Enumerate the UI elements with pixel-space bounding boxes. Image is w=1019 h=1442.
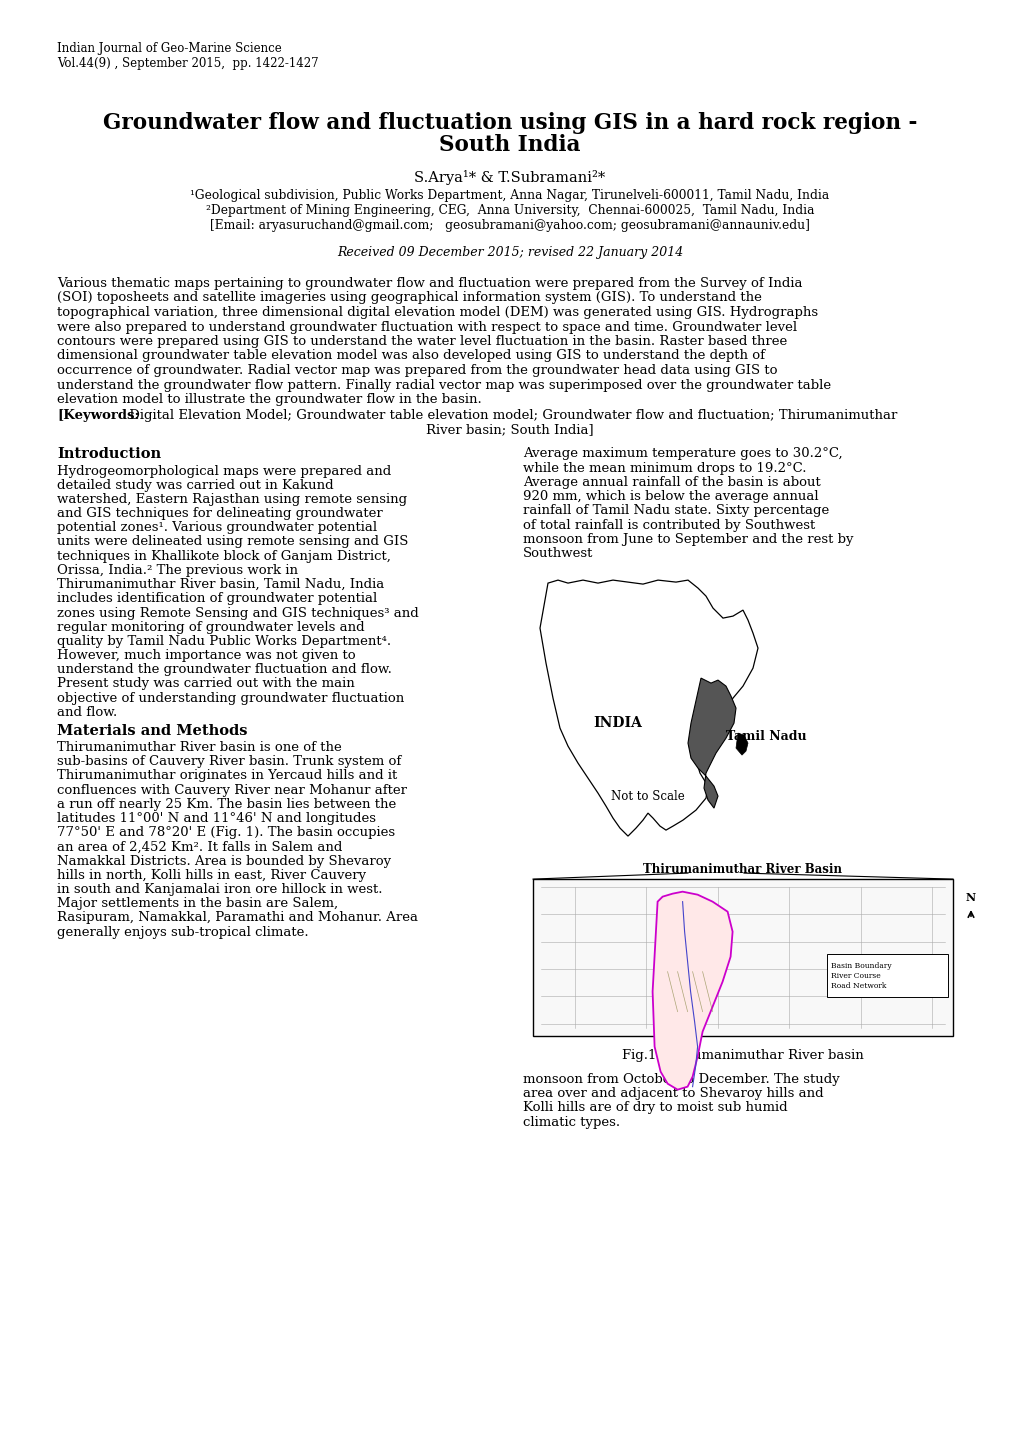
Text: objective of understanding groundwater fluctuation: objective of understanding groundwater f… xyxy=(57,692,404,705)
Text: Average annual rainfall of the basin is about: Average annual rainfall of the basin is … xyxy=(523,476,820,489)
Text: regular monitoring of groundwater levels and: regular monitoring of groundwater levels… xyxy=(57,620,364,633)
Text: Basin Boundary: Basin Boundary xyxy=(830,962,891,970)
Text: in south and Kanjamalai iron ore hillock in west.: in south and Kanjamalai iron ore hillock… xyxy=(57,883,382,895)
Text: Thirumanimuthar River basin, Tamil Nadu, India: Thirumanimuthar River basin, Tamil Nadu,… xyxy=(57,578,384,591)
Text: Materials and Methods: Materials and Methods xyxy=(57,724,248,738)
Polygon shape xyxy=(652,891,732,1090)
Text: quality by Tamil Nadu Public Works Department⁴.: quality by Tamil Nadu Public Works Depar… xyxy=(57,634,390,647)
Text: Digital Elevation Model; Groundwater table elevation model; Groundwater flow and: Digital Elevation Model; Groundwater tab… xyxy=(125,408,897,421)
Text: units were delineated using remote sensing and GIS: units were delineated using remote sensi… xyxy=(57,535,408,548)
Text: Rasipuram, Namakkal, Paramathi and Mohanur. Area: Rasipuram, Namakkal, Paramathi and Mohan… xyxy=(57,911,418,924)
Text: Average maximum temperature goes to 30.2°C,: Average maximum temperature goes to 30.2… xyxy=(523,447,842,460)
Text: dimensional groundwater table elevation model was also developed using GIS to un: dimensional groundwater table elevation … xyxy=(57,349,764,362)
Text: and GIS techniques for delineating groundwater: and GIS techniques for delineating groun… xyxy=(57,508,382,521)
Text: detailed study was carried out in Kakund: detailed study was carried out in Kakund xyxy=(57,479,333,492)
Text: Introduction: Introduction xyxy=(57,447,161,461)
Text: hills in north, Kolli hills in east, River Cauvery: hills in north, Kolli hills in east, Riv… xyxy=(57,870,366,883)
Text: and flow.: and flow. xyxy=(57,707,117,720)
Text: confluences with Cauvery River near Mohanur after: confluences with Cauvery River near Moha… xyxy=(57,783,407,796)
Text: Namakkal Districts. Area is bounded by Shevaroy: Namakkal Districts. Area is bounded by S… xyxy=(57,855,390,868)
Text: techniques in Khallikote block of Ganjam District,: techniques in Khallikote block of Ganjam… xyxy=(57,549,390,562)
Text: rainfall of Tamil Nadu state. Sixty percentage: rainfall of Tamil Nadu state. Sixty perc… xyxy=(523,505,828,518)
Text: N: N xyxy=(965,893,975,903)
Text: 920 mm, which is below the average annual: 920 mm, which is below the average annua… xyxy=(523,490,818,503)
Text: S.Arya¹* & T.Subramani²*: S.Arya¹* & T.Subramani²* xyxy=(414,170,605,185)
Text: area over and adjacent to Shevaroy hills and: area over and adjacent to Shevaroy hills… xyxy=(523,1087,822,1100)
Text: Tamil Nadu: Tamil Nadu xyxy=(726,730,806,743)
Text: ²Department of Mining Engineering, CEG,  Anna University,  Chennai-600025,  Tami: ²Department of Mining Engineering, CEG, … xyxy=(206,203,813,216)
Text: Road Network: Road Network xyxy=(830,982,886,991)
Text: Hydrogeomorphological maps were prepared and: Hydrogeomorphological maps were prepared… xyxy=(57,464,391,477)
Text: Present study was carried out with the main: Present study was carried out with the m… xyxy=(57,678,355,691)
Bar xyxy=(533,880,952,1037)
Text: Indian Journal of Geo-Marine Science: Indian Journal of Geo-Marine Science xyxy=(57,42,281,55)
Text: were also prepared to understand groundwater fluctuation with respect to space a: were also prepared to understand groundw… xyxy=(57,320,796,333)
Text: understand the groundwater flow pattern. Finally radial vector map was superimpo: understand the groundwater flow pattern.… xyxy=(57,378,830,391)
Text: Not to Scale: Not to Scale xyxy=(610,790,684,803)
Text: includes identification of groundwater potential: includes identification of groundwater p… xyxy=(57,593,377,606)
Text: Orissa, India.² The previous work in: Orissa, India.² The previous work in xyxy=(57,564,298,577)
Text: generally enjoys sub-tropical climate.: generally enjoys sub-tropical climate. xyxy=(57,926,309,939)
Text: Major settlements in the basin are Salem,: Major settlements in the basin are Salem… xyxy=(57,897,337,910)
Text: occurrence of groundwater. Radial vector map was prepared from the groundwater h: occurrence of groundwater. Radial vector… xyxy=(57,363,776,376)
Text: sub-basins of Cauvery River basin. Trunk system of: sub-basins of Cauvery River basin. Trunk… xyxy=(57,756,400,769)
Text: while the mean minimum drops to 19.2°C.: while the mean minimum drops to 19.2°C. xyxy=(523,461,806,474)
Text: Fig.1- Thirumanimuthar River basin: Fig.1- Thirumanimuthar River basin xyxy=(622,1050,863,1063)
Polygon shape xyxy=(688,678,736,808)
Text: 77°50' E and 78°20' E (Fig. 1). The basin occupies: 77°50' E and 78°20' E (Fig. 1). The basi… xyxy=(57,826,394,839)
Text: watershed, Eastern Rajasthan using remote sensing: watershed, Eastern Rajasthan using remot… xyxy=(57,493,407,506)
Text: monsoon from October to December. The study: monsoon from October to December. The st… xyxy=(523,1073,839,1086)
Text: Received 09 December 2015; revised 22 January 2014: Received 09 December 2015; revised 22 Ja… xyxy=(336,247,683,260)
Text: River Course: River Course xyxy=(830,972,879,981)
Text: [Email: aryasuruchand@gmail.com;   geosubramani@yahoo.com; geosubramani@annauniv: [Email: aryasuruchand@gmail.com; geosubr… xyxy=(210,219,809,232)
Text: of total rainfall is contributed by Southwest: of total rainfall is contributed by Sout… xyxy=(523,519,814,532)
Polygon shape xyxy=(539,580,757,836)
Text: [Keywords:: [Keywords: xyxy=(57,408,140,421)
Text: monsoon from June to September and the rest by: monsoon from June to September and the r… xyxy=(523,532,853,545)
Text: However, much importance was not given to: However, much importance was not given t… xyxy=(57,649,356,662)
Text: potential zones¹. Various groundwater potential: potential zones¹. Various groundwater po… xyxy=(57,522,377,535)
Text: Groundwater flow and fluctuation using GIS in a hard rock region -: Groundwater flow and fluctuation using G… xyxy=(103,112,916,134)
Text: Thirumanimuthar originates in Yercaud hills and it: Thirumanimuthar originates in Yercaud hi… xyxy=(57,770,396,783)
Text: zones using Remote Sensing and GIS techniques³ and: zones using Remote Sensing and GIS techn… xyxy=(57,607,419,620)
Text: Vol.44(9) , September 2015,  pp. 1422-1427: Vol.44(9) , September 2015, pp. 1422-142… xyxy=(57,58,318,71)
Text: climatic types.: climatic types. xyxy=(523,1116,620,1129)
Bar xyxy=(826,955,947,996)
Text: South India: South India xyxy=(439,134,580,156)
Text: topographical variation, three dimensional digital elevation model (DEM) was gen: topographical variation, three dimension… xyxy=(57,306,817,319)
Text: a run off nearly 25 Km. The basin lies between the: a run off nearly 25 Km. The basin lies b… xyxy=(57,797,395,810)
Text: understand the groundwater fluctuation and flow.: understand the groundwater fluctuation a… xyxy=(57,663,391,676)
Text: Southwest: Southwest xyxy=(523,547,593,559)
Polygon shape xyxy=(736,733,747,756)
Text: (SOI) toposheets and satellite imageries using geographical information system (: (SOI) toposheets and satellite imageries… xyxy=(57,291,761,304)
Text: contours were prepared using GIS to understand the water level fluctuation in th: contours were prepared using GIS to unde… xyxy=(57,335,787,348)
Text: Thirumanimuthar River Basin: Thirumanimuthar River Basin xyxy=(643,864,842,877)
Text: Kolli hills are of dry to moist sub humid: Kolli hills are of dry to moist sub humi… xyxy=(523,1102,787,1115)
Text: Various thematic maps pertaining to groundwater flow and fluctuation were prepar: Various thematic maps pertaining to grou… xyxy=(57,277,802,290)
Text: Thirumanimuthar River basin is one of the: Thirumanimuthar River basin is one of th… xyxy=(57,741,341,754)
Text: ¹Geological subdivision, Public Works Department, Anna Nagar, Tirunelveli-600011: ¹Geological subdivision, Public Works De… xyxy=(191,189,828,202)
Text: elevation model to illustrate the groundwater flow in the basin.: elevation model to illustrate the ground… xyxy=(57,394,481,407)
Text: INDIA: INDIA xyxy=(592,717,641,730)
Text: an area of 2,452 Km². It falls in Salem and: an area of 2,452 Km². It falls in Salem … xyxy=(57,841,342,854)
Text: River basin; South India]: River basin; South India] xyxy=(426,423,593,435)
Text: latitudes 11°00' N and 11°46' N and longitudes: latitudes 11°00' N and 11°46' N and long… xyxy=(57,812,376,825)
